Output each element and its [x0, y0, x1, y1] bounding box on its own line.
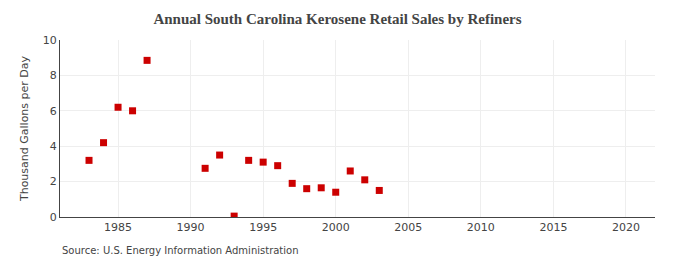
svg-text:2000: 2000 — [322, 221, 350, 234]
svg-text:Thousand Gallons per Day: Thousand Gallons per Day — [18, 55, 31, 202]
svg-text:Source: U.S. Energy Informatio: Source: U.S. Energy Information Administ… — [62, 245, 299, 256]
svg-text:6: 6 — [50, 105, 57, 118]
svg-text:1985: 1985 — [104, 221, 132, 234]
svg-text:1990: 1990 — [177, 221, 205, 234]
svg-text:Annual South Carolina Kerosene: Annual South Carolina Kerosene Retail Sa… — [153, 11, 521, 27]
svg-text:2005: 2005 — [394, 221, 422, 234]
svg-text:8: 8 — [50, 69, 57, 82]
svg-text:2: 2 — [50, 175, 57, 188]
svg-text:2010: 2010 — [467, 221, 495, 234]
svg-text:2020: 2020 — [612, 221, 640, 234]
svg-text:4: 4 — [50, 140, 57, 153]
svg-text:10: 10 — [43, 34, 57, 47]
svg-text:0: 0 — [50, 211, 57, 224]
svg-text:1995: 1995 — [249, 221, 277, 234]
svg-text:2015: 2015 — [539, 221, 567, 234]
